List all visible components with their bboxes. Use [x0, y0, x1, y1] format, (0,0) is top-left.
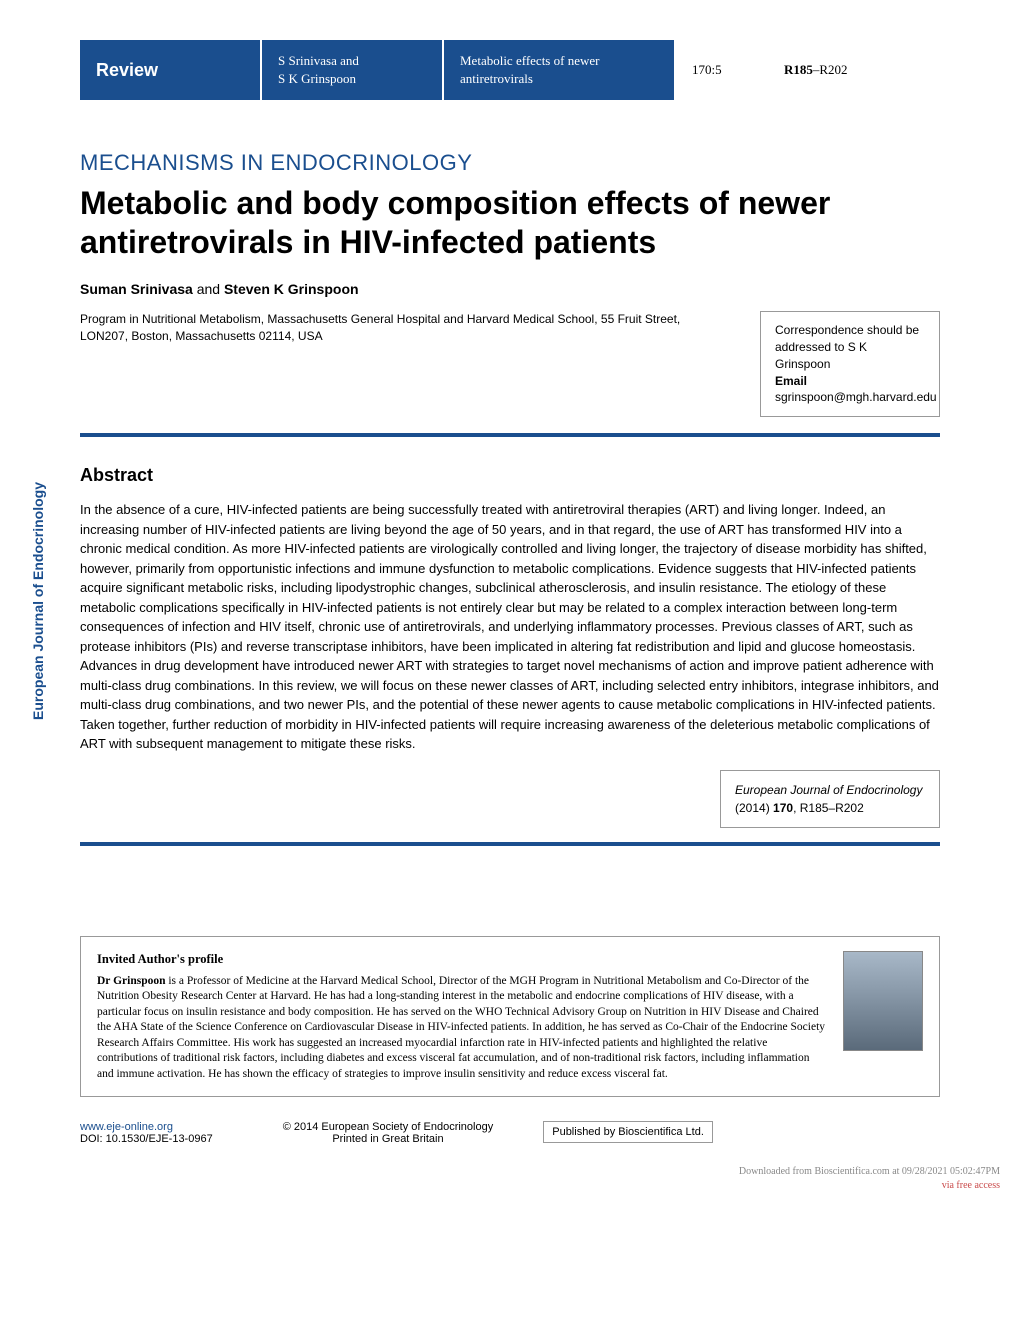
- citation-volume: 170: [773, 801, 793, 815]
- affiliation: Program in Nutritional Metabolism, Massa…: [80, 311, 730, 345]
- page-end: –R202: [813, 62, 848, 77]
- article-type-badge: Review: [80, 40, 260, 100]
- header-issue: 170:5: [676, 40, 766, 100]
- header-pages: R185–R202: [768, 40, 888, 100]
- divider-rule-2: [80, 842, 940, 846]
- article-title: Metabolic and body composition effects o…: [80, 184, 940, 261]
- download-watermark: Downloaded from Bioscientifica.com at 09…: [0, 1145, 1020, 1203]
- email-label: Email: [775, 373, 925, 390]
- header-author-line2: S K Grinspoon: [278, 70, 426, 88]
- citation-pages: , R185–R202: [793, 801, 864, 815]
- header-title-line1: Metabolic effects of newer: [460, 52, 658, 70]
- page-start: R185: [784, 62, 813, 77]
- author-and: and: [193, 281, 224, 297]
- correspondence-email[interactable]: sgrinspoon@mgh.harvard.edu: [775, 389, 925, 406]
- copyright: © 2014 European Society of Endocrinology: [283, 1121, 494, 1133]
- printed-in: Printed in Great Britain: [283, 1133, 494, 1145]
- download-line2: via free access: [0, 1179, 1000, 1193]
- section-overline: MECHANISMS IN ENDOCRINOLOGY: [80, 150, 940, 176]
- publisher-box: Published by Bioscientifica Ltd.: [543, 1121, 713, 1143]
- abstract-heading: Abstract: [80, 465, 940, 486]
- journal-url-link[interactable]: www.eje-online.org: [80, 1121, 173, 1133]
- citation-box: European Journal of Endocrinology (2014)…: [720, 770, 940, 828]
- abstract-body: In the absence of a cure, HIV-infected p…: [80, 500, 940, 754]
- author-profile-box: Invited Author's profile Dr Grinspoon is…: [80, 936, 940, 1097]
- header-authors: S Srinivasa and S K Grinspoon: [262, 40, 442, 100]
- profile-name: Dr Grinspoon: [97, 975, 165, 987]
- correspondence-box: Correspondence should be addressed to S …: [760, 311, 940, 417]
- citation-journal: European Journal of Endocrinology: [735, 781, 925, 799]
- header-title-line2: antiretrovirals: [460, 70, 658, 88]
- profile-text: is a Professor of Medicine at the Harvar…: [97, 975, 825, 1080]
- author-2: Steven K Grinspoon: [224, 281, 359, 297]
- doi: DOI: 10.1530/EJE-13-0967: [80, 1133, 213, 1145]
- author-1: Suman Srinivasa: [80, 281, 193, 297]
- divider-rule: [80, 433, 940, 437]
- header-author-line1: S Srinivasa and: [278, 52, 426, 70]
- running-header: Review S Srinivasa and S K Grinspoon Met…: [0, 0, 1020, 100]
- authors-line: Suman Srinivasa and Steven K Grinspoon: [80, 281, 940, 297]
- download-line1: Downloaded from Bioscientifica.com at 09…: [0, 1165, 1000, 1179]
- footer-row: www.eje-online.org DOI: 10.1530/EJE-13-0…: [80, 1121, 940, 1145]
- citation-year: (2014): [735, 801, 773, 815]
- profile-body: Dr Grinspoon is a Professor of Medicine …: [97, 974, 827, 1083]
- author-photo: [843, 951, 923, 1051]
- journal-spine-label: European Journal of Endocrinology: [30, 482, 46, 720]
- profile-heading: Invited Author's profile: [97, 951, 827, 968]
- correspondence-intro: Correspondence should be addressed to S …: [775, 322, 925, 372]
- header-running-title: Metabolic effects of newer antiretrovira…: [444, 40, 674, 100]
